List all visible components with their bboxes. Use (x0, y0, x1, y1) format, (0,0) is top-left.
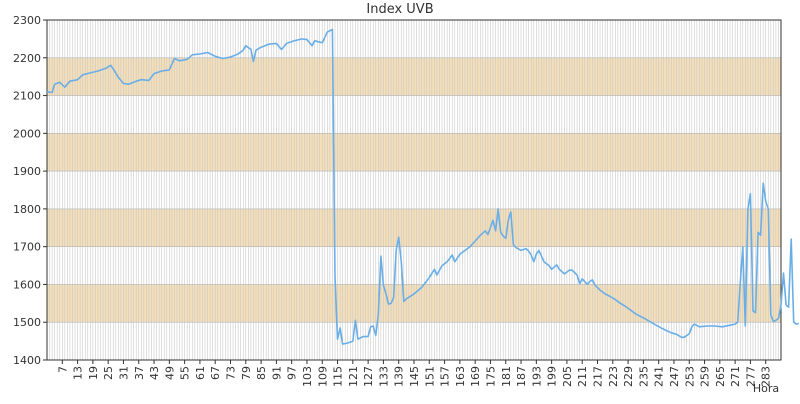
x-tick-label: 211 (576, 366, 589, 387)
y-tick-label: 1700 (13, 241, 41, 254)
x-tick-label: 109 (316, 366, 329, 387)
x-tick-label: 253 (683, 366, 696, 387)
x-tick-label: 61 (194, 366, 207, 380)
y-tick-label: 1800 (13, 203, 41, 216)
x-tick-label: 247 (668, 366, 681, 387)
x-tick-label: 187 (515, 366, 528, 387)
x-tick-label: 265 (714, 366, 727, 387)
y-tick-label: 2300 (13, 14, 41, 27)
x-axis-label: Hora (753, 382, 779, 395)
x-tick-label: 37 (133, 366, 146, 380)
x-tick-label: 85 (255, 366, 268, 380)
series-line-1 (46, 28, 787, 345)
y-tick-label: 1500 (13, 316, 41, 329)
x-tick-label: 169 (469, 366, 482, 387)
x-tick-label: 139 (393, 366, 406, 387)
x-tick-label: 7 (56, 366, 69, 373)
x-tick-label: 25 (102, 366, 115, 380)
x-tick-label: 121 (347, 366, 360, 387)
x-tick-label: 217 (592, 366, 605, 387)
data-series (46, 28, 800, 345)
y-tick-label: 1600 (13, 278, 41, 291)
x-tick-label: 223 (607, 366, 620, 387)
x-tick-label: 199 (546, 366, 559, 387)
x-tick-label: 151 (423, 366, 436, 387)
x-tick-label: 235 (637, 366, 650, 387)
x-tick-label: 229 (622, 366, 635, 387)
x-tick-label: 271 (729, 366, 742, 387)
x-tick-label: 13 (72, 366, 85, 380)
x-tick-label: 283 (760, 366, 773, 387)
grid-lines (46, 19, 782, 361)
x-tick-label: 259 (699, 366, 712, 387)
y-tick-label: 1400 (13, 354, 41, 367)
x-tick-label: 205 (561, 366, 574, 387)
y-tick-label: 2200 (13, 52, 41, 65)
series-line-2 (785, 238, 800, 325)
x-tick-label: 175 (484, 366, 497, 387)
x-tick-label: 43 (148, 366, 161, 380)
x-tick-label: 115 (332, 366, 345, 387)
y-tick-label: 1900 (13, 165, 41, 178)
x-tick-label: 133 (377, 366, 390, 387)
x-tick-label: 181 (500, 366, 513, 387)
x-tick-label: 145 (408, 366, 421, 387)
chart-title: Index UVB (366, 2, 434, 17)
x-tick-label: 19 (87, 366, 100, 380)
y-tick-label: 2100 (13, 90, 41, 103)
x-tick-label: 127 (362, 366, 375, 387)
x-tick-label: 103 (301, 366, 314, 387)
x-tick-label: 241 (653, 366, 666, 387)
x-tick-label: 97 (286, 366, 299, 380)
y-tick-label: 2000 (13, 127, 41, 140)
x-tick-label: 157 (439, 366, 452, 387)
x-tick-label: 79 (240, 366, 253, 380)
x-tick-label: 163 (454, 366, 467, 387)
x-axis: 7 13 19 25 31 37 43 49 55 61 67 73 79 85 91 97 103 109 115… (56, 360, 773, 387)
x-tick-label: 193 (530, 366, 543, 387)
x-tick-label: 91 (270, 366, 283, 380)
x-tick-label: 31 (117, 366, 130, 380)
x-tick-label: 55 (179, 366, 192, 380)
x-tick-label: 277 (744, 366, 757, 387)
x-tick-label: 49 (163, 366, 176, 380)
y-axis: 1400 1500 1600 1700 1800 1900 2000 2100 2200 2300 (13, 14, 47, 367)
x-tick-label: 73 (225, 366, 238, 380)
x-tick-label: 67 (209, 366, 222, 380)
